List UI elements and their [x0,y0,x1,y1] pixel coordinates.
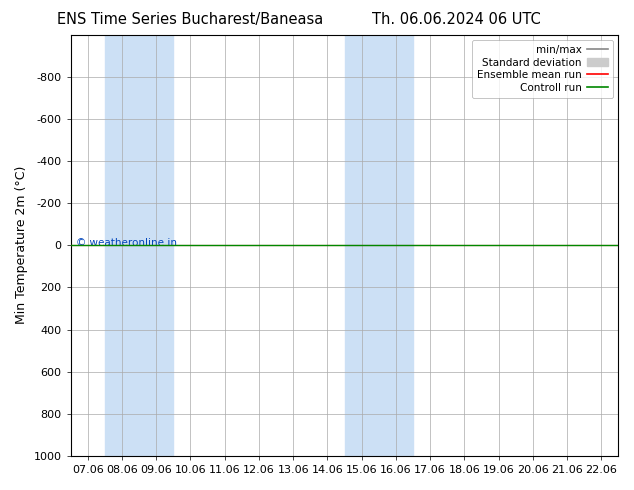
Bar [105,35,173,456]
Text: ENS Time Series Bucharest/Baneasa: ENS Time Series Bucharest/Baneasa [57,12,323,27]
Y-axis label: Min Temperature 2m (°C): Min Temperature 2m (°C) [15,166,28,324]
Text: © weatheronline.in: © weatheronline.in [76,238,177,248]
Bar [344,35,413,456]
Text: Th. 06.06.2024 06 UTC: Th. 06.06.2024 06 UTC [372,12,541,27]
Legend: min/max, Standard deviation, Ensemble mean run, Controll run: min/max, Standard deviation, Ensemble me… [472,40,613,98]
